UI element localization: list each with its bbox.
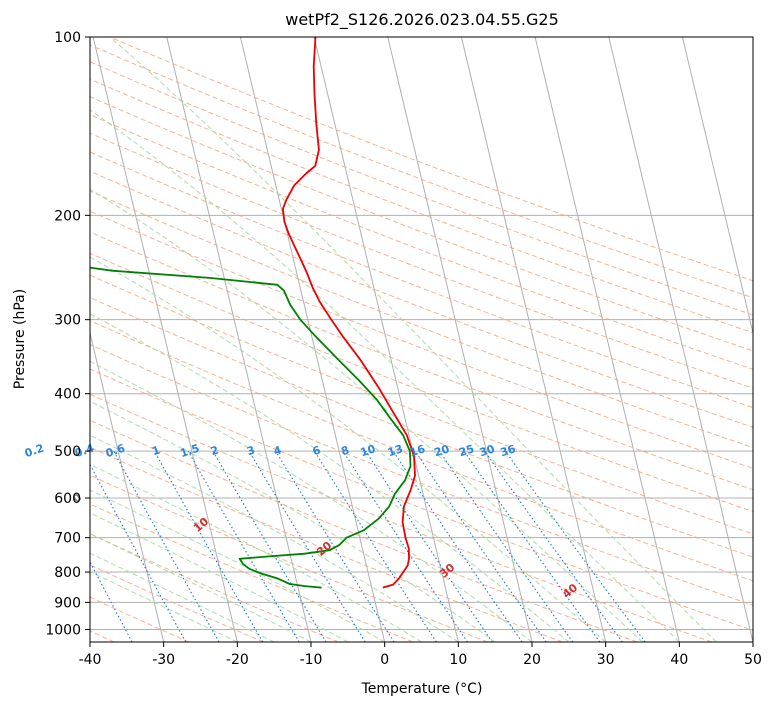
moist-adiabats [90,37,717,642]
dry-adiabat [90,320,753,582]
mixing-ratio-label: 30 [478,442,497,459]
x-tick-label: -20 [226,652,249,668]
mixing-ratio-line [212,450,327,642]
mixing-ratio-line [314,450,437,642]
mixing-ratio-line [153,450,264,642]
mixing-ratio-line [438,450,574,642]
chart-title: wetPf2_S126.2026.023.04.55.G25 [285,10,559,30]
mixing-ratio-label: 1 [150,443,161,458]
x-tick-label: 10 [449,652,467,668]
moist-adiabat [90,313,570,642]
isotherm [608,37,753,642]
dry-adiabat [90,446,563,642]
x-tick-label: -10 [300,652,323,668]
y-tick-label: 300 [54,313,81,329]
dry-adiabat [90,419,638,642]
mixing-ratio-label: 2 [209,444,220,459]
y-tick-label: 600 [54,491,81,507]
x-tick-label: 40 [670,652,688,668]
y-axis-label: Pressure (hPa) [12,289,28,389]
moist-adiabat [90,533,312,642]
mixing-ratio-label: 1.5 [179,442,202,460]
x-tick-label: 30 [597,652,615,668]
mixing-ratio-label: 4 [272,443,284,458]
x-tick-label: 20 [523,652,541,668]
dewpoint-profile [90,266,412,589]
y-tick-label: 100 [54,30,81,46]
mixing-ratio-line [484,450,623,642]
moist-adiabat [90,360,533,642]
mixing-ratio-label: 10 [359,442,378,459]
y-tick-label: 900 [54,595,81,611]
mixing-ratio-line [414,450,547,642]
mixing-ratio-label: 16 [408,442,427,459]
sounding-profiles [90,37,416,589]
isotherm [313,37,459,642]
dry-adiabat [90,114,753,370]
dry-adiabat [90,151,753,409]
x-tick-label: -40 [79,652,102,668]
mixing-ratio-label: 3 [245,444,256,459]
y-tick-label: 1000 [45,622,81,638]
mixing-ratio-line [187,450,300,642]
moist-adiabat [109,37,717,642]
x-tick-label: 50 [744,652,762,668]
mixing-ratio-line [113,450,220,642]
dry-adiabat [90,78,753,334]
dry-adiabat [90,503,414,642]
moist-adiabat [90,188,643,642]
y-tick-label: 800 [54,565,81,581]
mixing-ratio-label: 25 [457,442,476,459]
y-tick-label: 700 [54,531,81,547]
mixing-ratio-line [248,450,366,642]
dry-adiabat [90,190,753,449]
x-tick-label: 0 [380,652,389,668]
x-axis-label: Temperature (°C) [361,681,483,697]
dry-adiabat [90,132,753,389]
isotherm [92,37,238,642]
dry-adiabat [90,368,753,632]
plot-frame [89,36,754,643]
moist-adiabat [90,109,680,642]
temperature-profile [281,37,416,589]
plot-area [90,37,753,642]
mixing-ratio-label: 20 [433,442,452,459]
isotherm [534,37,680,642]
dry-adiabat [90,61,753,316]
x-tick-label: -30 [152,652,175,668]
y-tick-label: 400 [54,387,81,403]
mixing-ratio-lines [90,450,646,642]
mixing-ratio-label: 36 [499,442,518,459]
dry-adiabat [90,343,753,606]
mixing-ratio-label: 0.2 [23,442,46,460]
isotherm [90,330,165,642]
mixing-ratio-line [90,463,187,642]
isotherm [681,37,753,336]
x-axis-ticks: -40 -30 -20 -10 0 10 20 30 40 50 [79,642,762,668]
moist-adiabat [90,463,422,642]
dry-adiabat [90,393,712,642]
dry-adiabat [90,96,753,352]
isotherm [239,37,386,642]
y-tick-label: 200 [54,208,81,224]
mixing-ratio-label: 13 [386,442,405,459]
mixing-ratio-label: 6 [311,443,323,458]
y-axis-ticks: 100 200 300 400 500 600 700 800 900 1000 [45,30,90,638]
dry-adiabat [90,274,753,535]
isotherm [460,37,607,642]
mixing-ratio-label: 8 [340,444,351,459]
mixing-ratio-line [392,450,523,642]
moist-adiabat [90,434,459,642]
pressure-gridlines [90,37,753,630]
mixing-ratio-line [275,450,395,642]
mixing-ratio-label: 0.6 [104,442,127,460]
y-tick-label: 500 [54,444,81,460]
moist-adiabat [90,256,607,642]
